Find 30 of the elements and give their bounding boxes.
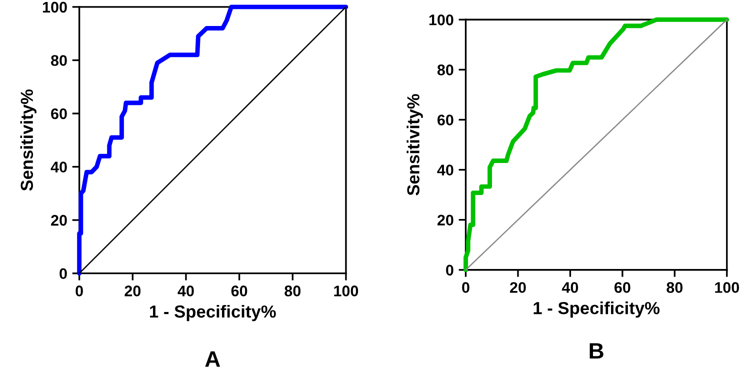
- y-tick-label: 0: [446, 264, 454, 276]
- x-tick-label: 20: [124, 286, 141, 296]
- x-tick-label: 20: [510, 282, 526, 293]
- x-axis-title: 1 - Specificity%: [150, 304, 276, 322]
- x-tick-label: 40: [562, 282, 578, 293]
- x-tick-label: 60: [614, 282, 630, 293]
- text: A: [205, 351, 220, 367]
- x-axis-title: 1 - Specificity%: [534, 301, 660, 318]
- x-tick-label: 80: [666, 282, 683, 293]
- x-tick-label: 100: [334, 286, 358, 296]
- y-tick-label: 80: [51, 55, 67, 66]
- y-tick-label: 60: [51, 108, 67, 120]
- x-tick-label: 80: [284, 286, 300, 296]
- y-axis-title: Sensitivity%: [20, 89, 36, 191]
- y-tick-label: 80: [437, 64, 454, 76]
- y-tick-label: 60: [438, 114, 454, 126]
- y-tick-label: 100: [429, 14, 454, 26]
- x-tick-label: 0: [76, 286, 83, 296]
- text: B: [590, 343, 604, 359]
- y-tick-label: 0: [60, 268, 67, 280]
- y-tick-label: 100: [42, 2, 67, 13]
- x-tick-label: 60: [231, 286, 248, 296]
- y-tick-label: 20: [437, 214, 454, 226]
- x-tick-label: 100: [715, 282, 740, 293]
- y-tick-label: 20: [51, 214, 67, 226]
- y-axis-title: Sensitivity%: [406, 94, 423, 196]
- x-tick-label: 40: [178, 286, 194, 296]
- y-tick-label: 40: [437, 164, 454, 176]
- y-tick-label: 40: [50, 162, 67, 172]
- x-tick-label: 0: [462, 282, 470, 293]
